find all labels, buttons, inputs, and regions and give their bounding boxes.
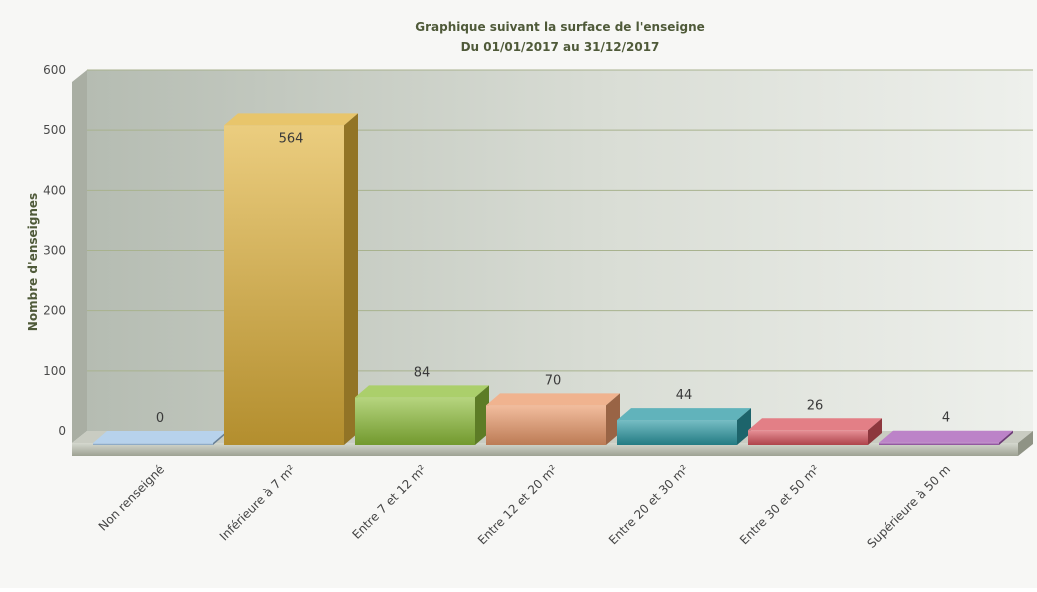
data-label: 4: [942, 411, 950, 426]
bar-front: [617, 420, 737, 445]
bar[interactable]: [355, 385, 489, 445]
bar-front: [355, 397, 475, 445]
y-tick-label: 0: [58, 424, 66, 438]
bar-front: [486, 405, 606, 445]
y-tick-label: 100: [43, 364, 66, 378]
bar-side: [475, 385, 489, 445]
y-tick-label: 400: [43, 183, 66, 197]
data-label: 0: [156, 411, 164, 426]
x-tick-label: Supérieure à 50 m: [865, 462, 954, 551]
y-tick-label: 500: [43, 123, 66, 137]
bar-front: [224, 125, 344, 446]
bar-top: [748, 418, 882, 431]
bar-side: [213, 431, 227, 445]
bar-top: [617, 408, 751, 421]
plot-floor-front: [72, 443, 1018, 456]
x-tick-label: Entre 30 et 50 m²: [737, 462, 822, 547]
bar-side: [999, 430, 1013, 445]
bar[interactable]: [486, 393, 620, 445]
bar[interactable]: [748, 418, 882, 445]
x-tick-label: Entre 7 et 12 m²: [349, 462, 429, 542]
bar[interactable]: [617, 408, 751, 445]
x-tick-label: Entre 12 et 20 m²: [475, 462, 560, 547]
x-tick-label: Inférieure à 7 m²: [217, 462, 298, 543]
bar-side: [344, 113, 358, 446]
y-tick-label: 600: [43, 63, 66, 77]
chart-title: Graphique suivant la surface de l'enseig…: [415, 20, 705, 34]
bar-top: [355, 385, 489, 398]
plot-floor-side: [1018, 431, 1033, 456]
bar-side: [606, 393, 620, 445]
bar-front: [93, 443, 213, 445]
plot-side-wall: [72, 70, 87, 443]
data-label: 84: [414, 365, 431, 380]
bar[interactable]: [93, 431, 227, 445]
x-tick-label: Non renseigné: [96, 462, 167, 533]
bar-side: [868, 418, 882, 445]
x-tick-label: Entre 20 et 30 m²: [606, 462, 691, 547]
bar[interactable]: [224, 113, 358, 446]
y-axis-label: Nombre d'enseignes: [26, 193, 40, 331]
bar-top: [93, 431, 227, 443]
data-label: 70: [545, 373, 562, 388]
data-label: 564: [279, 131, 304, 146]
data-label: 26: [807, 398, 824, 413]
data-label: 44: [676, 388, 693, 403]
chart-subtitle: Du 01/01/2017 au 31/12/2017: [461, 40, 660, 54]
bar-top: [224, 113, 358, 126]
bar-side: [737, 408, 751, 445]
bar-top: [879, 430, 1013, 443]
bar-front: [879, 442, 999, 445]
y-tick-label: 300: [43, 244, 66, 258]
bar[interactable]: [879, 430, 1013, 445]
y-tick-label: 200: [43, 304, 66, 318]
bar-top: [486, 393, 620, 406]
bar-front: [748, 430, 868, 445]
